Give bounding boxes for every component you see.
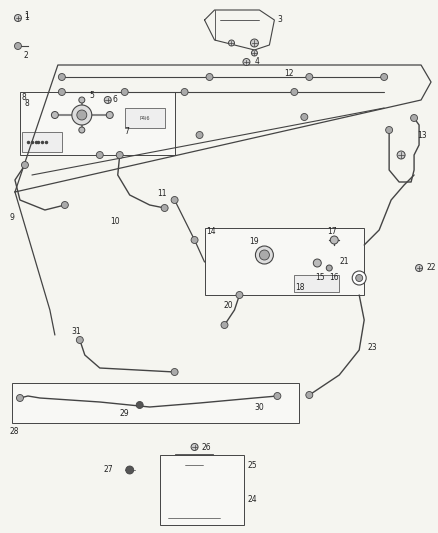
Text: 7: 7: [125, 127, 130, 136]
Bar: [205, 228, 364, 295]
Circle shape: [171, 197, 178, 204]
Circle shape: [104, 96, 111, 103]
Circle shape: [17, 394, 24, 401]
Circle shape: [96, 151, 103, 158]
Circle shape: [61, 201, 68, 208]
Text: 1: 1: [24, 11, 29, 20]
Text: 22: 22: [426, 263, 435, 272]
Circle shape: [191, 443, 198, 450]
Circle shape: [121, 88, 128, 95]
Circle shape: [51, 111, 58, 118]
Text: 6: 6: [113, 95, 118, 104]
Circle shape: [306, 74, 313, 80]
Text: 4: 4: [254, 58, 259, 67]
Circle shape: [14, 14, 21, 21]
Bar: [12, 383, 299, 423]
Circle shape: [410, 115, 417, 122]
Text: 10: 10: [110, 217, 120, 227]
Circle shape: [255, 246, 273, 264]
Bar: [125, 108, 165, 128]
Circle shape: [79, 97, 85, 103]
Text: 1: 1: [24, 13, 29, 22]
Text: 28: 28: [10, 427, 19, 437]
Circle shape: [251, 39, 258, 47]
Circle shape: [229, 40, 234, 46]
Bar: [22, 132, 62, 152]
Circle shape: [243, 59, 250, 66]
Text: 3: 3: [277, 15, 282, 25]
Text: 19: 19: [250, 238, 259, 246]
Circle shape: [191, 237, 198, 244]
Circle shape: [196, 132, 203, 139]
Circle shape: [291, 88, 298, 95]
Circle shape: [301, 114, 308, 120]
Text: 26: 26: [201, 442, 211, 451]
Text: 15: 15: [315, 272, 325, 281]
Circle shape: [221, 321, 228, 328]
Circle shape: [206, 74, 213, 80]
Text: 25: 25: [247, 461, 257, 470]
Text: 5: 5: [90, 91, 95, 100]
Circle shape: [416, 264, 423, 271]
Circle shape: [330, 236, 338, 244]
Circle shape: [236, 292, 243, 298]
Circle shape: [136, 401, 143, 408]
Bar: [159, 455, 244, 525]
Circle shape: [76, 336, 83, 343]
Bar: [294, 275, 339, 292]
Text: 8: 8: [25, 99, 30, 108]
Circle shape: [58, 88, 65, 95]
Text: 30: 30: [254, 403, 264, 413]
Circle shape: [352, 271, 366, 285]
Text: 20: 20: [223, 302, 233, 311]
Text: 21: 21: [339, 257, 349, 266]
Circle shape: [397, 151, 405, 159]
Circle shape: [77, 110, 87, 120]
Text: 16: 16: [329, 272, 339, 281]
Circle shape: [14, 43, 21, 50]
Text: 31: 31: [72, 327, 81, 336]
Bar: [168, 465, 219, 520]
Text: P4i6: P4i6: [139, 116, 150, 120]
Circle shape: [72, 105, 92, 125]
Circle shape: [251, 50, 258, 56]
Text: 13: 13: [417, 131, 427, 140]
Circle shape: [181, 88, 188, 95]
Bar: [20, 92, 175, 155]
Text: 11: 11: [158, 189, 167, 198]
Text: 23: 23: [367, 343, 377, 352]
Text: 27: 27: [104, 465, 113, 474]
Circle shape: [326, 265, 332, 271]
Text: 18: 18: [295, 284, 305, 293]
Text: 8: 8: [22, 93, 27, 102]
Circle shape: [79, 127, 85, 133]
Circle shape: [126, 466, 134, 474]
Circle shape: [259, 250, 269, 260]
Circle shape: [381, 74, 388, 80]
Bar: [175, 454, 212, 462]
Circle shape: [171, 368, 178, 376]
Circle shape: [274, 392, 281, 400]
Circle shape: [21, 161, 28, 168]
Text: 24: 24: [247, 496, 257, 505]
Circle shape: [161, 205, 168, 212]
Circle shape: [306, 392, 313, 399]
Circle shape: [106, 111, 113, 118]
Text: 12: 12: [284, 69, 294, 77]
Circle shape: [313, 259, 321, 267]
Text: 9: 9: [10, 214, 15, 222]
Circle shape: [58, 74, 65, 80]
Circle shape: [385, 126, 392, 133]
Text: 17: 17: [327, 228, 337, 237]
Text: 2: 2: [24, 52, 29, 61]
Circle shape: [116, 151, 123, 158]
Circle shape: [356, 274, 363, 281]
Text: 14: 14: [207, 228, 216, 237]
Text: 29: 29: [120, 408, 129, 417]
